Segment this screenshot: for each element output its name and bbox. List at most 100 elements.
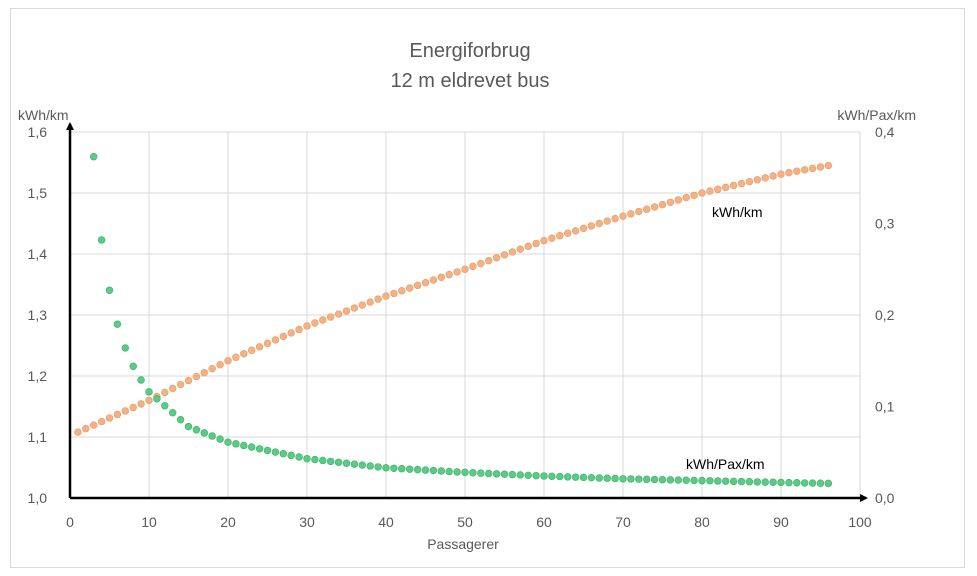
point-kwh-km	[319, 316, 327, 324]
y-left-axis-label: kWh/km	[18, 107, 69, 123]
point-kwh-km	[453, 268, 461, 276]
point-kwh-pax-km	[674, 476, 682, 484]
point-kwh-pax-km	[737, 477, 746, 486]
point-kwh-pax-km	[429, 466, 438, 475]
point-kwh-pax-km	[793, 479, 801, 487]
point-kwh-pax-km	[248, 443, 256, 451]
point-kwh-km	[524, 242, 532, 251]
point-kwh-pax-km	[469, 469, 477, 477]
point-kwh-pax-km	[390, 464, 398, 472]
point-kwh-pax-km	[492, 470, 501, 478]
point-kwh-km	[382, 292, 390, 300]
y-right-axis-label: kWh/Pax/km	[837, 107, 916, 123]
point-kwh-km	[461, 265, 469, 273]
point-kwh-km	[587, 222, 596, 230]
point-kwh-pax-km	[350, 460, 359, 468]
point-kwh-pax-km	[437, 467, 445, 475]
point-kwh-pax-km	[824, 479, 833, 488]
point-kwh-pax-km	[445, 467, 453, 476]
y-left-tick-label: 1,0	[28, 490, 48, 506]
point-kwh-km	[279, 332, 287, 341]
point-kwh-pax-km	[587, 473, 596, 482]
point-kwh-pax-km	[627, 475, 635, 483]
y-left-tick-label: 1,5	[28, 185, 48, 201]
point-kwh-pax-km	[232, 440, 240, 448]
x-tick-label: 40	[378, 514, 394, 530]
point-kwh-pax-km	[413, 465, 422, 474]
point-kwh-pax-km	[816, 479, 825, 487]
point-kwh-pax-km	[137, 376, 145, 384]
point-kwh-pax-km	[113, 320, 122, 328]
point-kwh-pax-km	[753, 478, 761, 486]
point-kwh-pax-km	[777, 478, 785, 487]
point-kwh-pax-km	[563, 473, 572, 481]
point-kwh-km	[137, 400, 145, 408]
point-kwh-km	[777, 170, 785, 178]
point-kwh-pax-km	[216, 435, 224, 443]
point-kwh-km	[82, 424, 90, 433]
point-kwh-pax-km	[721, 477, 730, 485]
point-kwh-km	[540, 236, 548, 245]
point-kwh-pax-km	[524, 471, 532, 480]
point-kwh-pax-km	[800, 479, 809, 487]
point-kwh-km	[263, 339, 272, 348]
y-right-tick-label: 0,0	[875, 490, 895, 506]
point-kwh-km	[129, 403, 137, 412]
point-kwh-pax-km	[556, 472, 564, 481]
point-kwh-pax-km	[406, 465, 414, 473]
grid-lines	[70, 131, 861, 498]
point-kwh-pax-km	[500, 470, 509, 478]
point-kwh-pax-km	[311, 455, 319, 464]
point-kwh-pax-km	[97, 236, 106, 244]
point-kwh-pax-km	[571, 473, 580, 481]
y-right-tick-label: 0,4	[875, 124, 895, 140]
point-kwh-pax-km	[263, 446, 272, 455]
point-kwh-pax-km	[105, 286, 114, 294]
point-kwh-pax-km	[761, 478, 769, 486]
point-kwh-km	[635, 207, 643, 216]
x-tick-label: 70	[615, 514, 631, 530]
point-kwh-km	[690, 191, 698, 200]
point-kwh-km	[808, 164, 817, 173]
point-kwh-pax-km	[682, 476, 690, 484]
point-kwh-km	[398, 287, 406, 295]
point-kwh-pax-km	[192, 426, 201, 434]
point-kwh-km	[469, 262, 477, 271]
point-kwh-km	[563, 229, 572, 237]
point-kwh-km	[595, 219, 603, 228]
point-kwh-km	[611, 214, 619, 223]
y-left-tick-label: 1,4	[28, 246, 48, 262]
data-points	[74, 153, 833, 488]
point-kwh-pax-km	[785, 478, 793, 487]
point-kwh-pax-km	[374, 463, 382, 471]
point-kwh-pax-km	[287, 451, 295, 460]
point-kwh-km	[445, 270, 453, 279]
x-tick-label: 60	[536, 514, 552, 530]
point-kwh-pax-km	[603, 474, 611, 482]
point-kwh-pax-km	[153, 395, 161, 403]
x-tick-label: 50	[457, 514, 473, 530]
point-kwh-km	[627, 210, 635, 218]
point-kwh-pax-km	[516, 471, 524, 479]
axes	[66, 122, 868, 502]
point-kwh-km	[390, 289, 398, 298]
point-kwh-pax-km	[169, 409, 177, 417]
point-kwh-pax-km	[769, 478, 777, 486]
point-kwh-km	[358, 301, 366, 309]
point-kwh-pax-km	[453, 468, 461, 476]
point-kwh-pax-km	[690, 476, 698, 485]
series-label-kwh-km: kWh/km	[712, 204, 763, 220]
point-kwh-pax-km	[255, 445, 264, 453]
point-kwh-km	[161, 388, 169, 397]
point-kwh-pax-km	[358, 461, 366, 469]
point-kwh-km	[753, 176, 761, 184]
point-kwh-km	[793, 167, 801, 175]
point-kwh-pax-km	[129, 362, 137, 370]
point-kwh-km	[516, 245, 524, 253]
point-kwh-pax-km	[706, 477, 714, 485]
point-kwh-pax-km	[650, 475, 659, 484]
point-kwh-km	[532, 239, 540, 248]
point-kwh-km	[682, 193, 690, 202]
point-kwh-pax-km	[595, 474, 603, 482]
